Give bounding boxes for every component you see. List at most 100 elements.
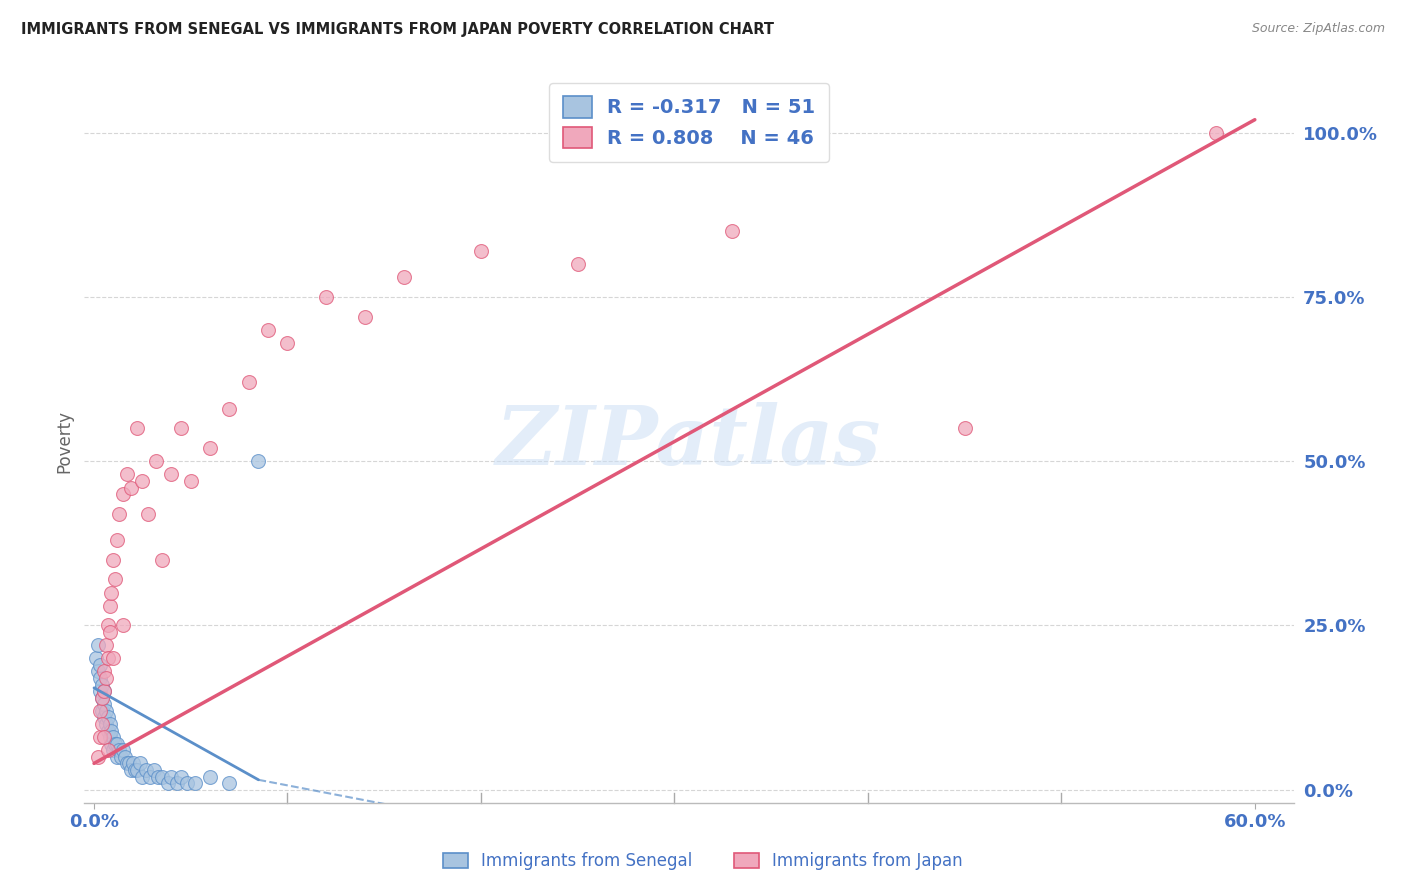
- Point: [100, 723, 122, 738]
- Point: [276, 336, 298, 351]
- Point: [131, 770, 153, 784]
- Point: [238, 376, 260, 390]
- Point: [90, 704, 112, 718]
- Point: [218, 401, 240, 416]
- Point: [156, 776, 179, 790]
- Point: [120, 763, 142, 777]
- Point: [118, 756, 141, 771]
- Point: [160, 770, 183, 784]
- Point: [110, 749, 132, 764]
- Point: [166, 776, 188, 790]
- Point: [98, 599, 121, 613]
- Point: [354, 310, 377, 324]
- Point: [183, 776, 205, 790]
- Point: [94, 638, 117, 652]
- Point: [114, 749, 136, 764]
- Point: [1205, 126, 1227, 140]
- Point: [721, 224, 744, 238]
- Point: [97, 651, 120, 665]
- Point: [108, 743, 131, 757]
- Point: [98, 625, 121, 640]
- Point: [121, 756, 143, 771]
- Point: [120, 481, 142, 495]
- Point: [176, 776, 198, 790]
- Point: [470, 244, 492, 258]
- Point: [98, 730, 121, 744]
- Point: [103, 553, 125, 567]
- Point: [105, 749, 128, 764]
- Point: [90, 717, 112, 731]
- Point: [124, 763, 146, 777]
- Text: IMMIGRANTS FROM SENEGAL VS IMMIGRANTS FROM JAPAN POVERTY CORRELATION CHART: IMMIGRANTS FROM SENEGAL VS IMMIGRANTS FR…: [21, 22, 775, 37]
- Point: [100, 737, 122, 751]
- Point: [97, 743, 120, 757]
- Point: [125, 763, 148, 777]
- Y-axis label: Poverty: Poverty: [55, 410, 73, 473]
- Legend: R = -0.317   N = 51, R = 0.808    N = 46: R = -0.317 N = 51, R = 0.808 N = 46: [548, 83, 830, 162]
- Point: [94, 704, 117, 718]
- Point: [94, 717, 117, 731]
- Point: [131, 474, 153, 488]
- Point: [112, 743, 135, 757]
- Point: [143, 763, 166, 777]
- Point: [98, 717, 121, 731]
- Point: [129, 756, 152, 771]
- Point: [89, 684, 111, 698]
- Point: [100, 585, 122, 599]
- Point: [392, 270, 415, 285]
- Point: [87, 665, 110, 679]
- Point: [90, 690, 112, 705]
- Point: [112, 618, 135, 632]
- Point: [135, 763, 157, 777]
- Point: [125, 421, 148, 435]
- Point: [198, 770, 221, 784]
- Point: [93, 698, 115, 712]
- Point: [136, 507, 159, 521]
- Point: [170, 770, 193, 784]
- Point: [105, 533, 128, 547]
- Point: [315, 290, 337, 304]
- Point: [145, 454, 167, 468]
- Point: [104, 573, 127, 587]
- Point: [198, 441, 221, 455]
- Point: [170, 421, 193, 435]
- Point: [93, 684, 115, 698]
- Point: [89, 730, 111, 744]
- Point: [103, 743, 125, 757]
- Point: [257, 323, 280, 337]
- Point: [84, 651, 107, 665]
- Point: [180, 474, 202, 488]
- Point: [87, 638, 110, 652]
- Point: [90, 690, 112, 705]
- Point: [218, 776, 240, 790]
- Point: [89, 657, 111, 672]
- Point: [112, 487, 135, 501]
- Point: [103, 651, 125, 665]
- Point: [97, 723, 120, 738]
- Text: Source: ZipAtlas.com: Source: ZipAtlas.com: [1251, 22, 1385, 36]
- Point: [93, 710, 115, 724]
- Point: [115, 467, 138, 482]
- Point: [87, 749, 110, 764]
- Point: [93, 730, 115, 744]
- Point: [94, 671, 117, 685]
- Legend: Immigrants from Senegal, Immigrants from Japan: Immigrants from Senegal, Immigrants from…: [436, 846, 970, 877]
- Text: ZIPatlas: ZIPatlas: [496, 401, 882, 482]
- Point: [93, 665, 115, 679]
- Point: [90, 677, 112, 691]
- Point: [150, 553, 173, 567]
- Point: [103, 730, 125, 744]
- Point: [97, 710, 120, 724]
- Point: [89, 704, 111, 718]
- Point: [247, 454, 270, 468]
- Point: [93, 684, 115, 698]
- Point: [89, 671, 111, 685]
- Point: [115, 756, 138, 771]
- Point: [108, 507, 131, 521]
- Point: [139, 770, 162, 784]
- Point: [104, 737, 127, 751]
- Point: [953, 421, 976, 435]
- Point: [105, 737, 128, 751]
- Point: [567, 257, 589, 271]
- Point: [146, 770, 169, 784]
